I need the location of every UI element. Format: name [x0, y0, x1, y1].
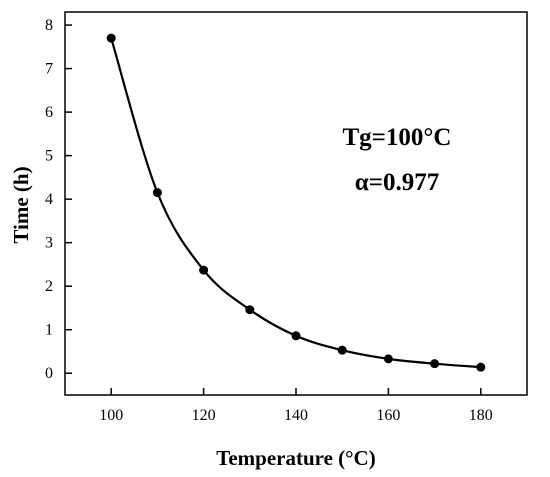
y-tick-label: 7 — [45, 61, 53, 78]
series-line — [110, 37, 481, 369]
series-points — [106, 33, 486, 372]
y-tick-label: 4 — [45, 191, 53, 208]
x-tick-label: 100 — [99, 407, 123, 424]
y-tick-label: 8 — [45, 17, 53, 34]
data-point — [245, 305, 255, 315]
y-axis-ticks: 0 1 2 3 4 5 6 7 8 — [45, 17, 72, 382]
x-axis-ticks: 100 120 140 160 180 — [99, 388, 493, 424]
annotation-tg: Tg=100°C — [343, 124, 452, 151]
data-point — [430, 359, 440, 369]
x-tick-label: 160 — [376, 407, 400, 424]
x-tick-label: 140 — [284, 407, 308, 424]
data-point — [476, 362, 486, 372]
data-point — [337, 345, 347, 355]
data-point — [199, 265, 209, 275]
y-tick-label: 1 — [45, 322, 53, 339]
y-tick-label: 2 — [45, 278, 53, 295]
annotation-alpha: α=0.977 — [355, 169, 439, 196]
y-tick-label: 5 — [45, 148, 53, 165]
data-point — [152, 188, 162, 198]
x-tick-label: 120 — [192, 407, 216, 424]
y-tick-label: 3 — [45, 235, 53, 252]
x-axis-title: Temperature (°C) — [216, 446, 375, 470]
data-point — [291, 331, 301, 341]
y-axis-title: Time (h) — [9, 166, 33, 243]
data-point — [106, 33, 116, 43]
x-tick-label: 180 — [469, 407, 493, 424]
y-tick-label: 0 — [45, 365, 53, 382]
data-point — [383, 354, 393, 364]
y-tick-label: 6 — [45, 104, 53, 121]
